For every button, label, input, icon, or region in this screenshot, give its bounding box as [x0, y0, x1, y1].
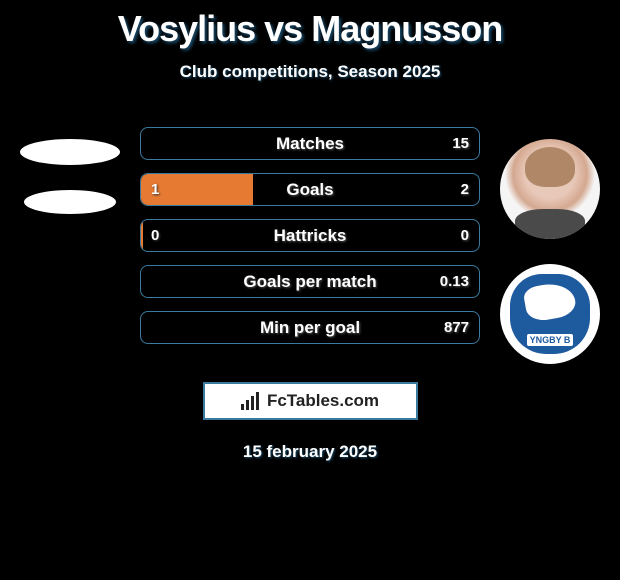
page-title: Vosylius vs Magnusson	[0, 8, 620, 50]
bar-chart-icon	[241, 392, 263, 410]
stat-label: Hattricks	[141, 226, 479, 246]
stat-right-value: 877	[444, 319, 469, 336]
team2-badge: YNGBY B	[510, 274, 590, 354]
stat-row-goals-per-match: Goals per match 0.13	[140, 265, 480, 298]
stat-row-hattricks: 0 Hattricks 0	[140, 219, 480, 252]
stat-label: Goals	[141, 180, 479, 200]
stat-right-value: 2	[461, 181, 469, 198]
right-column: YNGBY B	[490, 127, 610, 364]
stats-column: Matches 15 1 Goals 2 0 Hattricks 0 Goals…	[130, 127, 490, 344]
team1-logo	[24, 190, 116, 214]
team2-logo: YNGBY B	[500, 264, 600, 364]
stat-label: Goals per match	[141, 272, 479, 292]
player1-avatar	[20, 139, 120, 165]
subtitle: Club competitions, Season 2025	[0, 62, 620, 82]
stat-row-min-per-goal: Min per goal 877	[140, 311, 480, 344]
stat-row-goals: 1 Goals 2	[140, 173, 480, 206]
main-row: Matches 15 1 Goals 2 0 Hattricks 0 Goals…	[0, 127, 620, 364]
stat-label: Min per goal	[141, 318, 479, 338]
stat-right-value: 15	[452, 135, 469, 152]
branding-box[interactable]: FcTables.com	[203, 382, 418, 420]
stat-label: Matches	[141, 134, 479, 154]
team2-badge-text: YNGBY B	[527, 334, 574, 346]
left-column	[10, 127, 130, 214]
stat-row-matches: Matches 15	[140, 127, 480, 160]
comparison-card: Vosylius vs Magnusson Club competitions,…	[0, 0, 620, 462]
stat-right-value: 0	[461, 227, 469, 244]
player2-avatar	[500, 139, 600, 239]
branding-text: FcTables.com	[267, 391, 379, 411]
date-label: 15 february 2025	[0, 442, 620, 462]
stat-right-value: 0.13	[440, 273, 469, 290]
